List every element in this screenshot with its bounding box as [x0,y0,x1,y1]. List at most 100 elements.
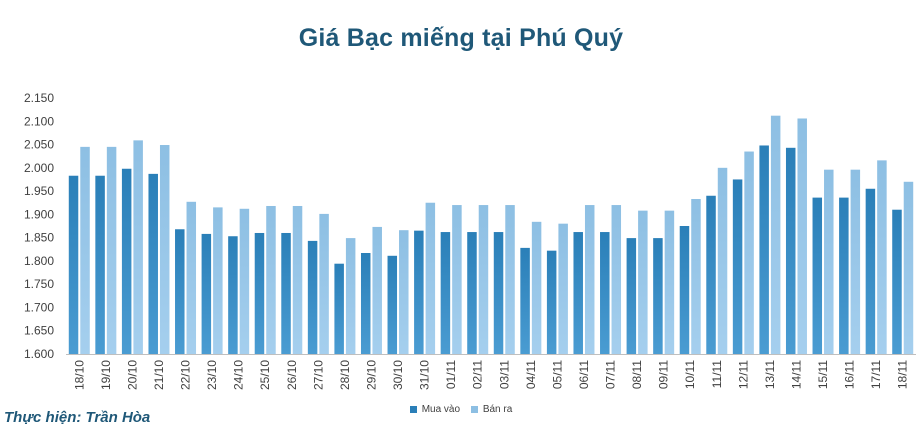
bar-mua-vao [653,238,663,354]
x-tick-label: 22/10 [179,360,193,390]
x-tick-label: 07/11 [604,360,618,389]
x-tick-label: 21/10 [152,360,166,390]
bar-mua-vao [600,232,610,354]
x-tick-label: 19/10 [99,360,113,390]
bar-mua-vao [467,232,477,354]
x-tick-label: 17/11 [869,360,883,389]
bar-ban-ra [638,210,648,354]
bar-ban-ra [877,160,887,354]
x-tick-label: 24/10 [232,360,246,390]
bar-ban-ra [186,201,197,354]
x-tick-label: 18/10 [72,360,86,390]
x-tick-label: 04/11 [524,360,538,389]
bar-mua-vao [201,233,212,354]
y-tick-label: 1.950 [24,184,54,198]
bar-ban-ra [133,140,143,354]
legend-item-sell: Bán ra [470,404,513,415]
bar-ban-ra [505,205,515,354]
bar-mua-vao [68,175,79,354]
bar-mua-vao [546,250,557,354]
x-tick-label: 30/10 [391,360,405,390]
bar-ban-ra [239,208,250,354]
bar-ban-ra [159,145,170,354]
x-tick-label: 31/10 [418,360,432,390]
x-tick-label: 15/11 [816,360,830,389]
bar-mua-vao [706,195,716,354]
x-tick-label: 12/11 [736,360,750,389]
bar-mua-vao [759,145,769,354]
bar-ban-ra [80,146,90,354]
bar-mua-vao [414,230,424,354]
bar-mua-vao [785,147,796,354]
bar-mua-vao [334,263,344,354]
legend-label-sell: Bán ra [482,404,513,415]
bar-mua-vao [839,197,849,354]
y-axis: 1.600 1.650 1.700 1.750 1.800 1.850 1.900 1.950… [24,91,54,361]
legend: Mua vào Bán ra [0,404,922,416]
legend-label-buy: Mua vào [421,404,461,415]
bar-ban-ra [345,238,356,354]
bar-ban-ra [903,181,914,354]
bar-mua-vao [254,232,265,354]
bar-mua-vao [892,209,902,354]
bar-mua-vao [307,240,318,354]
bar-mua-vao [679,226,690,354]
bar-ban-ra [664,210,675,354]
y-tick-label: 1.850 [24,231,54,245]
bar-mua-vao [175,229,185,354]
bar-ban-ra [797,118,807,354]
bar-ban-ra [744,151,754,354]
bar-ban-ra [292,205,303,354]
x-tick-label: 18/11 [896,360,910,389]
y-tick-label: 2.150 [24,91,54,105]
bar-ban-ra [531,221,542,354]
y-tick-label: 1.750 [24,277,54,291]
x-axis: 18/10 19/10 20/10 21/10 22/10 23/10 24/10 25/10… [66,354,916,390]
bar-mua-vao [493,232,504,354]
bar-ban-ra [106,146,117,354]
x-tick-label: 23/10 [205,360,219,390]
y-tick-label: 1.700 [24,300,54,314]
bar-ban-ra [478,205,489,354]
bar-ban-ra [213,207,223,354]
credit-text: Thực hiện: Trần Hòa [4,409,151,426]
x-tick-label: 08/11 [630,360,644,389]
bars-group [68,115,914,354]
bar-mua-vao [440,232,451,354]
bar-ban-ra [266,205,276,354]
x-tick-label: 11/11 [710,360,724,389]
x-tick-label: 25/10 [258,360,272,390]
bar-mua-vao [732,179,743,354]
bar-ban-ra [399,230,409,354]
bar-mua-vao [387,255,398,354]
x-tick-label: 10/11 [683,360,697,389]
x-tick-label: 02/11 [471,360,485,389]
bar-ban-ra [850,169,861,354]
bar-mua-vao [281,232,291,354]
x-tick-label: 05/11 [550,360,564,389]
x-tick-label: 29/10 [364,360,378,390]
bar-ban-ra [319,213,329,354]
y-tick-label: 1.650 [24,324,54,338]
legend-swatch-sell [470,406,478,413]
bar-ban-ra [372,226,382,354]
y-tick-label: 2.000 [24,161,54,175]
y-tick-label: 1.800 [24,254,54,268]
legend-item-buy: Mua vào [409,404,461,415]
bar-mua-vao [148,173,158,354]
bar-ban-ra [717,167,728,354]
bar-ban-ra [691,199,701,354]
bar-mua-vao [812,197,823,354]
x-tick-label: 09/11 [657,360,671,389]
bar-ban-ra [824,169,834,354]
bar-mua-vao [95,175,105,354]
bar-ban-ra [611,205,622,354]
x-tick-label: 16/11 [843,360,857,389]
legend-swatch-buy [409,406,417,413]
bar-ban-ra [770,115,781,354]
x-tick-label: 27/10 [311,360,325,390]
x-tick-label: 28/10 [338,360,352,390]
y-tick-label: 2.100 [24,114,54,128]
x-tick-label: 20/10 [125,360,139,390]
